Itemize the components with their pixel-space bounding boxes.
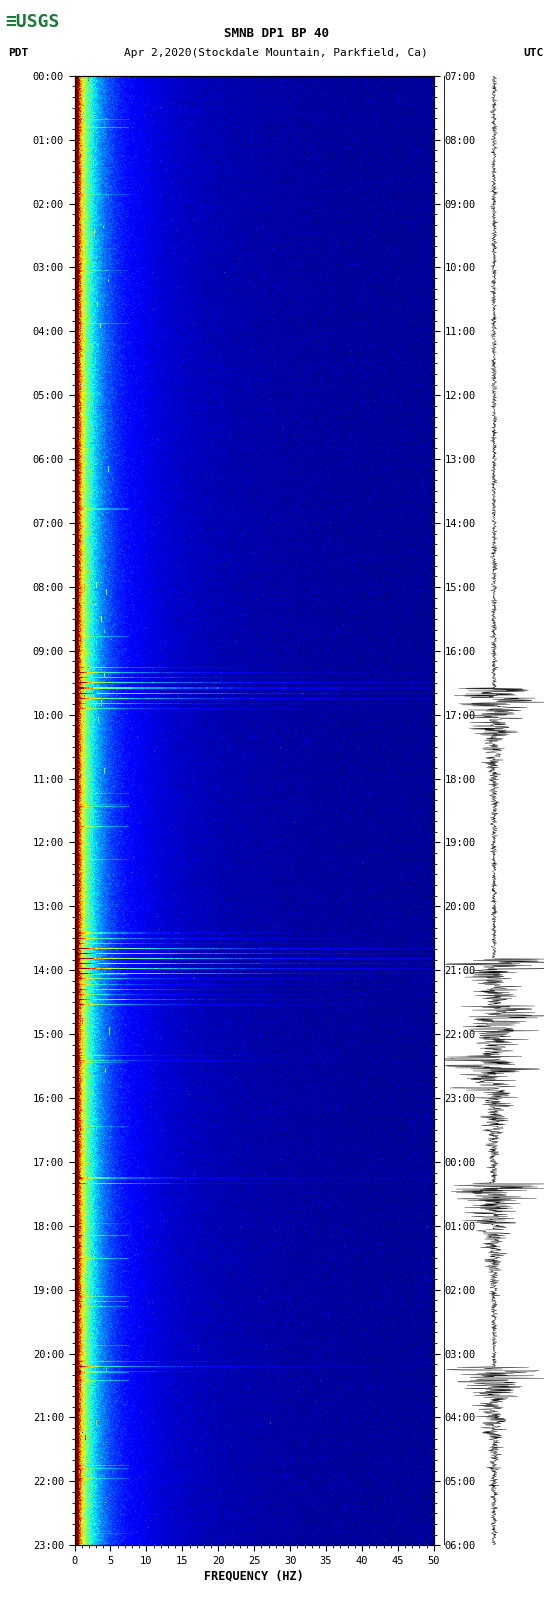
Text: UTC: UTC [523,48,544,58]
Text: ≡USGS: ≡USGS [6,13,60,31]
Text: PDT: PDT [8,48,29,58]
X-axis label: FREQUENCY (HZ): FREQUENCY (HZ) [204,1569,304,1582]
Text: SMNB DP1 BP 40: SMNB DP1 BP 40 [224,27,328,40]
Text: Apr 2,2020(Stockdale Mountain, Parkfield, Ca): Apr 2,2020(Stockdale Mountain, Parkfield… [124,48,428,58]
